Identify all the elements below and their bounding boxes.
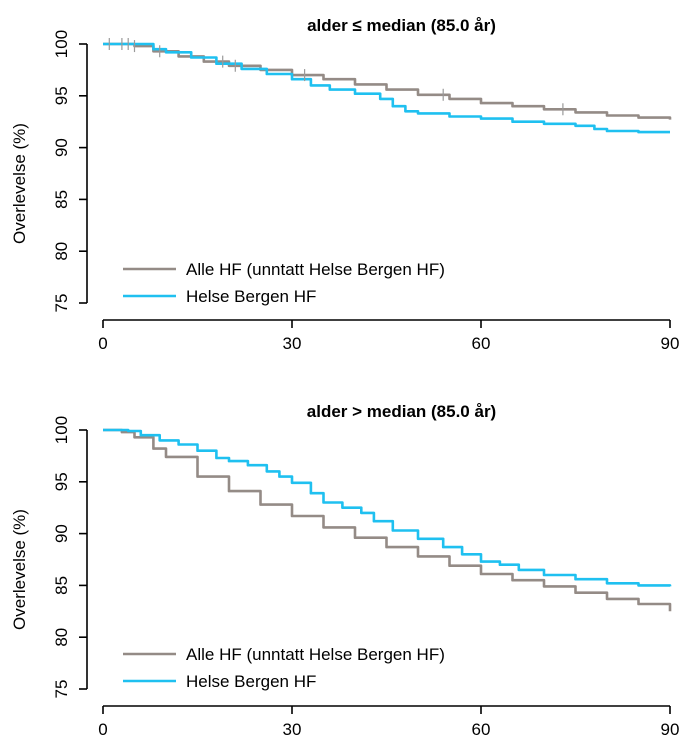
- y-tick-label: 75: [52, 294, 71, 313]
- y-tick-label: 80: [52, 628, 71, 647]
- legend-label: Alle HF (unntatt Helse Bergen HF): [186, 645, 445, 664]
- y-tick-label: 100: [52, 416, 71, 444]
- y-tick-label: 90: [52, 524, 71, 543]
- series-line-helse-bergen: [103, 428, 672, 587]
- y-tick-label: 90: [52, 138, 71, 157]
- x-tick-label: 90: [661, 334, 680, 353]
- y-tick-label: 100: [52, 30, 71, 58]
- x-tick-label: 30: [283, 334, 302, 353]
- x-tick-label: 90: [661, 720, 680, 739]
- chart-title: alder > median (85.0 år): [307, 402, 496, 421]
- series-line-alle-hf: [103, 428, 672, 612]
- y-tick-label: 80: [52, 242, 71, 261]
- x-tick-label: 60: [472, 334, 491, 353]
- y-tick-label: 85: [52, 576, 71, 595]
- series-line-alle-hf: [103, 42, 672, 120]
- chart-panel-top: alder ≤ median (85.0 år) 75 80 85 90 95 100 0 30…: [10, 16, 679, 353]
- legend-label: Alle HF (unntatt Helse Bergen HF): [186, 260, 445, 279]
- x-tick-label: 0: [98, 720, 107, 739]
- x-tick-label: 30: [283, 720, 302, 739]
- series-line-helse-bergen: [103, 42, 670, 134]
- legend-label: Helse Bergen HF: [186, 672, 316, 691]
- y-axis-label: Overlevelse (%): [10, 509, 29, 630]
- y-tick-label: 75: [52, 680, 71, 699]
- legend-label: Helse Bergen HF: [186, 287, 316, 306]
- y-tick-label: 95: [52, 86, 71, 105]
- y-tick-label: 95: [52, 472, 71, 491]
- y-tick-label: 85: [52, 190, 71, 209]
- chart-panel-bottom: alder > median (85.0 år) 75 80 85 90 95 100 0 30…: [10, 402, 679, 739]
- y-axis-label: Overlevelse (%): [10, 123, 29, 244]
- x-tick-label: 0: [98, 334, 107, 353]
- chart-title: alder ≤ median (85.0 år): [307, 16, 496, 35]
- x-tick-label: 60: [472, 720, 491, 739]
